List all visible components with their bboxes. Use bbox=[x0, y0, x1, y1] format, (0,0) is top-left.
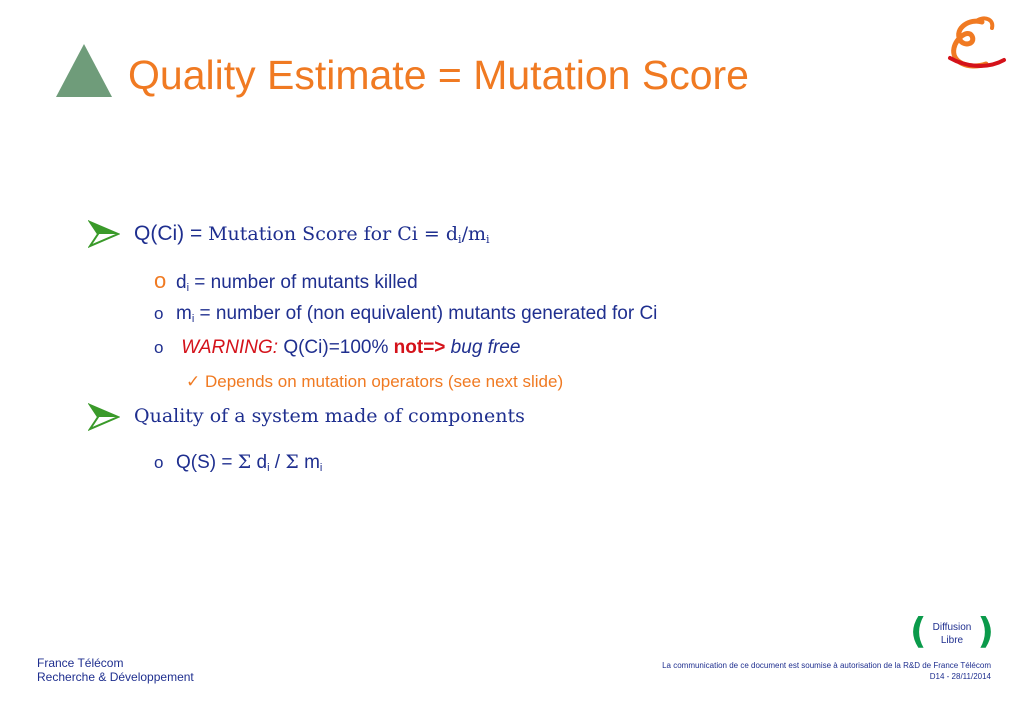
sigma-symbol: Σ bbox=[285, 451, 299, 473]
m-var: m bbox=[176, 303, 192, 324]
france-telecom-logo bbox=[948, 16, 1006, 69]
qs-m-sub: i bbox=[319, 462, 323, 474]
bullet-qs: o Q(S) = Σ di / Σ mi bbox=[154, 451, 322, 474]
check-icon: ✓ bbox=[186, 372, 201, 391]
footer-notice: La communication de ce document est soum… bbox=[662, 660, 991, 682]
footer-org-line2: Recherche & Développement bbox=[37, 670, 194, 684]
warning-label: WARNING: bbox=[181, 337, 279, 358]
qci-lead: Q(Ci) = bbox=[134, 222, 209, 245]
qci-d-sub: i bbox=[458, 233, 462, 246]
footer-doc-ref: D14 - 28/11/2014 bbox=[929, 672, 991, 681]
qs-lead: Q(S) = bbox=[176, 452, 238, 473]
d-sub: i bbox=[186, 282, 190, 294]
d-var: d bbox=[176, 272, 187, 293]
diffusion-label: Diffusion bbox=[932, 622, 972, 633]
arrow-bullet-icon bbox=[88, 220, 120, 248]
footer-org-line1: France Télécom bbox=[37, 656, 124, 670]
d-text: = number of mutants killed bbox=[189, 272, 418, 293]
right-paren-icon: ) bbox=[977, 611, 994, 652]
quality-system-text: Quality of a system made of components bbox=[134, 405, 525, 427]
bullet-warning: o WARNING: Q(Ci)=100% not=> bug free bbox=[154, 337, 520, 359]
m-text: = number of (non equivalent) mutants gen… bbox=[194, 303, 658, 324]
bullet-d: o di = number of mutants killed bbox=[154, 268, 418, 294]
circle-bullet-icon: o bbox=[154, 268, 167, 293]
left-paren-icon: ( bbox=[910, 611, 927, 652]
diffusion-badge: ( Diffusion Libre ) bbox=[910, 611, 994, 655]
qci-slash: /m bbox=[461, 223, 486, 245]
sigma-symbol: Σ bbox=[237, 451, 252, 473]
page-title: Quality Estimate = Mutation Score bbox=[128, 52, 749, 98]
qs-m: m bbox=[298, 452, 320, 473]
qs-slash: / bbox=[269, 452, 286, 473]
arrow-bullet-icon bbox=[88, 403, 120, 431]
warning-expr: Q(Ci)=100% bbox=[278, 337, 394, 358]
qci-desc: Mutation Score for Ci = bbox=[208, 223, 446, 245]
qs-d: d bbox=[251, 452, 268, 473]
triangle-icon bbox=[56, 44, 112, 97]
m-sub: i bbox=[191, 313, 195, 325]
warning-not: not=> bbox=[393, 337, 446, 358]
circle-bullet-icon: o bbox=[154, 453, 164, 472]
warning-tail: bug free bbox=[445, 337, 521, 358]
bullet-depends: ✓ Depends on mutation operators (see nex… bbox=[186, 372, 563, 392]
qci-d: d bbox=[445, 223, 459, 245]
depends-text: Depends on mutation operators (see next … bbox=[204, 372, 564, 391]
bullet-m: o mi = number of (non equivalent) mutants… bbox=[154, 303, 657, 325]
qci-m-sub: i bbox=[485, 233, 490, 246]
libre-label: Libre bbox=[940, 635, 964, 646]
qs-d-sub: i bbox=[267, 462, 270, 474]
circle-bullet-icon: o bbox=[154, 338, 164, 357]
footer-org: France Télécom Recherche & Développement bbox=[37, 656, 194, 684]
circle-bullet-icon: o bbox=[154, 304, 164, 323]
footer-notice-text: La communication de ce document est soum… bbox=[662, 661, 991, 670]
